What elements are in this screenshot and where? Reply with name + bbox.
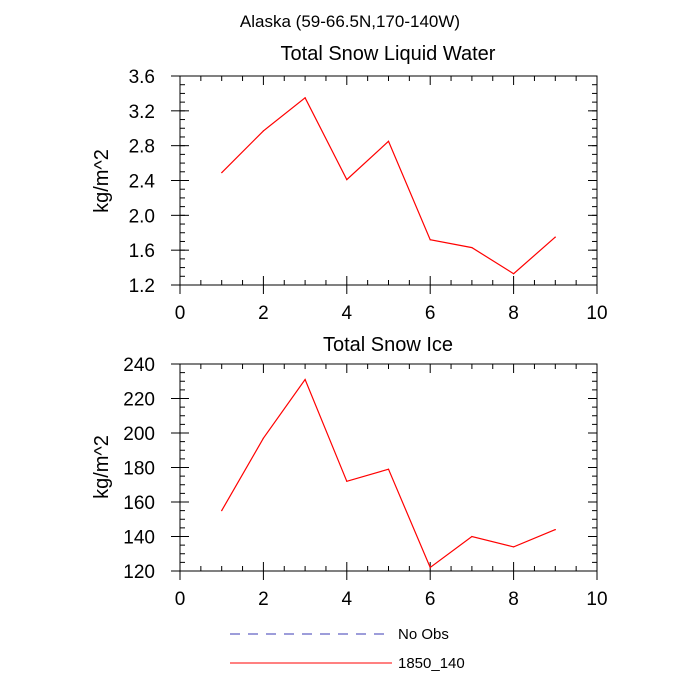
y-tick-label: 200 — [123, 424, 155, 445]
x-tick-label: 0 — [175, 303, 186, 324]
data-point — [513, 273, 515, 275]
legend: No Obs 1850_140 — [230, 626, 465, 672]
data-point — [221, 510, 223, 512]
x-tick-label: 2 — [258, 589, 269, 610]
x-tick-label: 6 — [425, 589, 436, 610]
x-tick-label: 10 — [586, 589, 607, 610]
data-point — [262, 437, 264, 439]
y-axis-label: kg/m^2 — [91, 149, 113, 213]
data-point — [429, 566, 431, 569]
data-point — [221, 172, 223, 174]
y-tick-label: 220 — [123, 390, 155, 411]
legend-label: No Obs — [398, 626, 449, 643]
data-point — [346, 480, 348, 482]
data-point — [262, 130, 264, 132]
y-tick-label: 180 — [123, 459, 155, 480]
y-tick-label: 2.4 — [129, 172, 156, 193]
y-tick-label: 2.8 — [129, 137, 155, 158]
data-point — [346, 179, 348, 181]
y-tick-label: 3.2 — [129, 102, 155, 123]
plot-frame — [179, 363, 598, 572]
y-tick-label: 160 — [123, 493, 155, 514]
y-tick-label: 140 — [123, 528, 155, 549]
y-tick-label: 1.2 — [129, 276, 155, 297]
data-point — [554, 236, 556, 238]
x-tick-label: 8 — [508, 303, 519, 324]
x-tick-label: 8 — [508, 589, 519, 610]
x-tick-label: 0 — [175, 589, 186, 610]
y-tick-label: 240 — [123, 355, 155, 376]
plot-frame — [179, 75, 598, 286]
data-point — [471, 246, 473, 249]
panel-top: Total Snow Liquid Water kg/m^2 0 2 4 6 8 10 1.… — [91, 43, 608, 324]
x-tick-label: 10 — [586, 303, 607, 324]
figure-title: Alaska (59-66.5N,170-140W) — [240, 12, 460, 31]
y-tick-label: 1.6 — [129, 241, 155, 262]
data-point — [387, 468, 390, 470]
data-point — [387, 140, 390, 142]
data-point — [429, 239, 431, 241]
series-line — [221, 378, 556, 569]
data-point — [304, 97, 306, 99]
y-axis-label: kg/m^2 — [91, 435, 113, 499]
panel-title: Total Snow Ice — [323, 334, 453, 356]
x-tick-label: 4 — [342, 589, 353, 610]
panel-title: Total Snow Liquid Water — [281, 43, 496, 65]
series-line — [221, 96, 556, 275]
x-tick-label: 6 — [425, 303, 436, 324]
legend-label: 1850_140 — [398, 655, 465, 672]
data-point — [513, 546, 515, 548]
data-point — [554, 529, 556, 531]
x-tick-label: 2 — [258, 303, 269, 324]
panel-bottom: Total Snow Ice kg/m^2 0 2 4 6 8 10 120 140 160 18… — [91, 334, 608, 610]
y-tick-label: 2.0 — [129, 206, 155, 227]
x-tick-label: 4 — [342, 303, 353, 324]
y-tick-label: 120 — [123, 562, 155, 583]
y-tick-label: 3.6 — [129, 67, 155, 88]
data-point — [304, 378, 306, 381]
data-point — [471, 535, 473, 538]
